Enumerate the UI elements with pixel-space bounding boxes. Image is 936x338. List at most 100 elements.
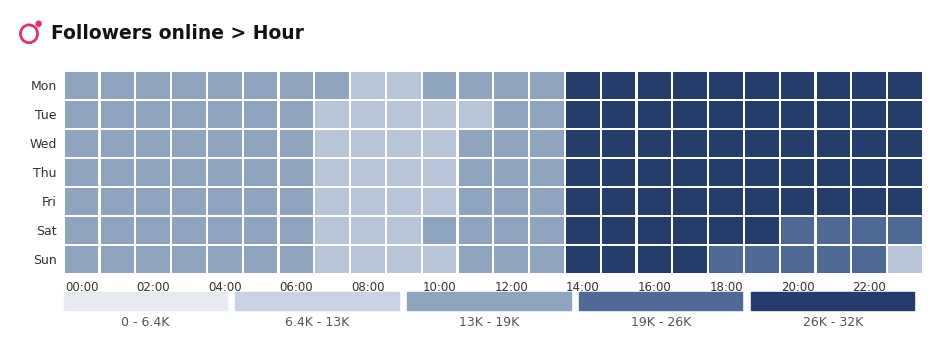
Bar — [579, 292, 742, 310]
Bar — [494, 246, 528, 273]
Bar — [208, 130, 241, 157]
Bar — [459, 188, 492, 215]
Bar — [315, 130, 349, 157]
Bar — [602, 188, 636, 215]
Bar — [816, 130, 850, 157]
Bar — [459, 246, 492, 273]
Bar — [100, 217, 134, 244]
Bar — [816, 246, 850, 273]
Bar — [566, 130, 600, 157]
Bar — [351, 217, 385, 244]
Bar — [65, 217, 98, 244]
Bar — [781, 246, 814, 273]
Bar — [816, 72, 850, 99]
Bar — [637, 130, 671, 157]
Text: 19K - 26K: 19K - 26K — [631, 316, 691, 329]
Bar — [637, 188, 671, 215]
Bar — [100, 101, 134, 128]
Text: 26K - 32K: 26K - 32K — [802, 316, 863, 329]
Bar — [673, 217, 707, 244]
Bar — [387, 188, 420, 215]
Bar — [172, 130, 206, 157]
Bar — [709, 188, 743, 215]
Bar — [566, 159, 600, 186]
Bar — [530, 130, 563, 157]
Bar — [280, 101, 314, 128]
Bar — [423, 188, 457, 215]
Bar — [423, 217, 457, 244]
Bar — [637, 159, 671, 186]
Bar — [530, 72, 563, 99]
Bar — [387, 130, 420, 157]
Bar — [888, 217, 922, 244]
Bar — [280, 217, 314, 244]
Bar — [387, 246, 420, 273]
Bar — [243, 217, 277, 244]
Bar — [530, 217, 563, 244]
Bar — [888, 246, 922, 273]
Bar — [781, 217, 814, 244]
Bar — [673, 72, 707, 99]
Bar — [530, 188, 563, 215]
Bar — [888, 188, 922, 215]
Bar — [351, 246, 385, 273]
Bar — [494, 159, 528, 186]
Bar — [315, 217, 349, 244]
Bar — [407, 292, 571, 310]
Bar — [888, 130, 922, 157]
Bar — [65, 246, 98, 273]
Bar — [853, 72, 886, 99]
Bar — [781, 101, 814, 128]
Bar — [351, 188, 385, 215]
Bar — [351, 159, 385, 186]
Text: 6.4K - 13K: 6.4K - 13K — [285, 316, 349, 329]
Bar — [494, 217, 528, 244]
Bar — [602, 72, 636, 99]
Bar — [100, 130, 134, 157]
Bar — [888, 72, 922, 99]
Bar — [530, 159, 563, 186]
Bar — [172, 246, 206, 273]
Bar — [566, 101, 600, 128]
Bar — [208, 246, 241, 273]
Bar — [494, 188, 528, 215]
Bar — [745, 246, 779, 273]
Bar — [637, 217, 671, 244]
Bar — [351, 72, 385, 99]
Bar — [423, 246, 457, 273]
Bar — [566, 72, 600, 99]
Bar — [566, 246, 600, 273]
Bar — [637, 101, 671, 128]
Bar — [137, 130, 170, 157]
Bar — [459, 159, 492, 186]
Bar — [494, 72, 528, 99]
Bar — [745, 101, 779, 128]
Bar — [566, 217, 600, 244]
Bar — [673, 188, 707, 215]
Bar — [65, 72, 98, 99]
Bar — [709, 217, 743, 244]
Bar — [853, 246, 886, 273]
Bar — [137, 246, 170, 273]
Bar — [172, 188, 206, 215]
Bar — [280, 246, 314, 273]
Bar — [65, 188, 98, 215]
Bar — [243, 101, 277, 128]
Bar — [781, 130, 814, 157]
Bar — [137, 217, 170, 244]
Bar — [208, 101, 241, 128]
Bar — [637, 72, 671, 99]
Bar — [208, 72, 241, 99]
Bar — [566, 188, 600, 215]
Bar — [637, 246, 671, 273]
Bar — [137, 188, 170, 215]
Bar — [423, 101, 457, 128]
Bar — [673, 130, 707, 157]
Bar — [100, 159, 134, 186]
Bar — [853, 188, 886, 215]
Bar — [816, 159, 850, 186]
Bar — [459, 130, 492, 157]
Circle shape — [37, 21, 41, 26]
Bar — [387, 217, 420, 244]
Bar — [236, 292, 399, 310]
